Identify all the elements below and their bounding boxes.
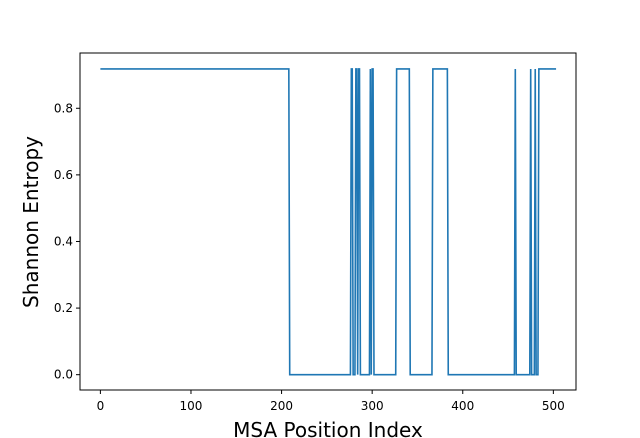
y-tick-label: 0.6 bbox=[54, 168, 73, 182]
x-tick-label: 0 bbox=[97, 399, 105, 413]
x-tick-label: 400 bbox=[451, 399, 474, 413]
entropy-series-line bbox=[100, 68, 557, 376]
x-axis-label: MSA Position Index bbox=[233, 418, 423, 438]
x-tick-label: 100 bbox=[180, 399, 203, 413]
y-axis: 0.0 0.2 0.4 0.6 0.8 bbox=[54, 101, 80, 382]
x-axis: 0 100 200 300 400 500 bbox=[97, 390, 565, 413]
x-tick-label: 300 bbox=[361, 399, 384, 413]
y-tick-label: 0.8 bbox=[54, 101, 73, 115]
x-tick-label: 200 bbox=[270, 399, 293, 413]
y-axis-label: Shannon Entropy bbox=[19, 136, 43, 308]
plot-frame bbox=[79, 52, 577, 391]
y-tick-label: 0.0 bbox=[54, 368, 73, 382]
x-tick-label: 500 bbox=[542, 399, 565, 413]
y-tick-label: 0.4 bbox=[54, 234, 73, 248]
y-tick-label: 0.2 bbox=[54, 301, 73, 315]
